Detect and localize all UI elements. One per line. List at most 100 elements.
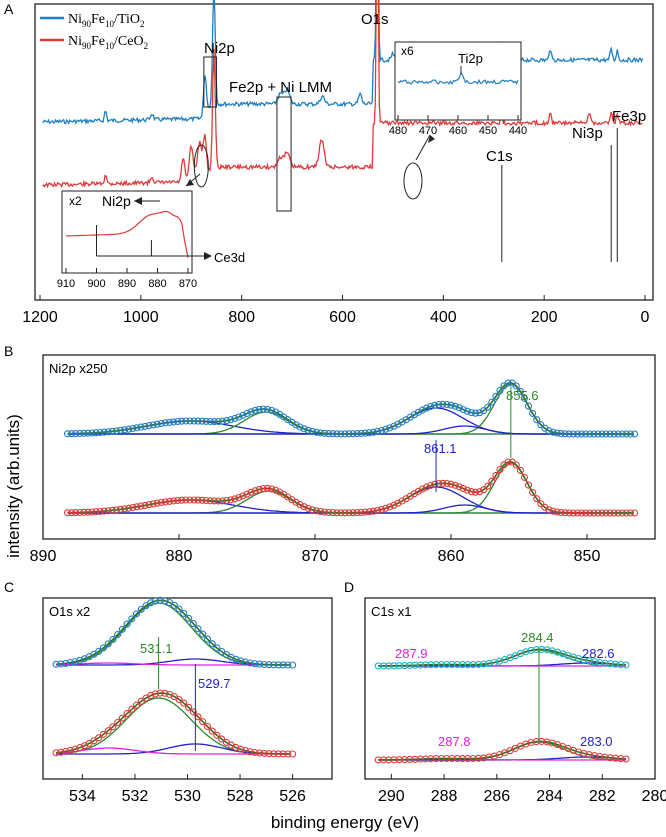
data-point	[213, 644, 221, 652]
x-tick-label: 288	[431, 788, 458, 805]
data-point	[369, 428, 378, 436]
data-point	[274, 750, 282, 758]
data-point	[414, 487, 422, 495]
data-point	[157, 419, 165, 428]
data-point	[614, 509, 622, 517]
data-point	[427, 755, 435, 763]
data-point	[296, 423, 304, 431]
panel-label-a: A	[4, 1, 14, 17]
data-point	[561, 509, 569, 517]
data-point	[251, 660, 259, 668]
data-point	[128, 705, 136, 713]
fit-component	[56, 658, 290, 666]
data-point	[484, 482, 492, 490]
data-point	[569, 430, 577, 438]
data-point	[532, 738, 540, 746]
data-point	[218, 735, 226, 743]
data-point	[471, 488, 480, 496]
data-point	[194, 417, 202, 425]
inset-ni2p-peak: Ni2p	[102, 193, 131, 209]
data-point	[147, 599, 155, 607]
data-point	[385, 662, 393, 670]
data-point	[379, 756, 388, 764]
data-point	[308, 506, 316, 514]
data-point	[427, 402, 435, 411]
x-tick-label: 870	[179, 278, 197, 290]
fit-component	[56, 662, 290, 666]
data-point	[422, 661, 430, 669]
data-point	[586, 430, 594, 438]
data-point	[71, 745, 79, 753]
data-point	[480, 486, 488, 494]
label-o1s: O1s	[361, 11, 389, 28]
o1s-fits	[52, 596, 297, 758]
data-point	[573, 509, 582, 517]
data-point	[614, 430, 622, 438]
arrow-ni2p-head	[186, 179, 194, 186]
data-point	[170, 418, 178, 426]
data-point	[246, 659, 254, 667]
data-point	[464, 755, 472, 763]
data-point	[606, 509, 614, 517]
data-point	[246, 748, 254, 756]
data-point	[492, 471, 500, 479]
data-point	[545, 427, 553, 435]
data-point	[447, 401, 455, 409]
data-point	[527, 738, 535, 747]
data-point	[63, 509, 72, 517]
x-tick-label: 440	[509, 125, 527, 137]
data-point	[96, 507, 104, 516]
data-point	[578, 430, 586, 438]
data-point	[104, 640, 112, 648]
fit-component	[56, 747, 290, 755]
data-point	[549, 507, 557, 515]
data-point	[492, 392, 500, 400]
data-point	[626, 509, 635, 517]
data-point	[529, 488, 537, 496]
data-point	[538, 737, 546, 745]
data-point	[617, 755, 625, 763]
fit-envelope	[56, 692, 290, 755]
data-point	[602, 509, 610, 517]
x-tick-label: 282	[589, 788, 616, 805]
data-point	[435, 400, 443, 409]
box-fe2p	[276, 96, 292, 212]
data-point	[320, 508, 329, 516]
data-point	[118, 714, 126, 722]
data-point	[170, 601, 178, 609]
data-point	[137, 423, 145, 431]
data-point	[267, 485, 276, 493]
data-point	[394, 420, 402, 428]
data-point	[411, 755, 419, 763]
data-point	[52, 660, 60, 668]
data-point	[416, 661, 424, 669]
data-point	[516, 466, 524, 474]
data-point	[251, 748, 259, 757]
data-point	[416, 755, 424, 763]
data-point	[243, 409, 251, 418]
data-point	[243, 490, 251, 498]
data-point	[95, 734, 103, 742]
data-point	[175, 605, 183, 613]
x-tick-label: 286	[483, 788, 510, 805]
data-point	[545, 506, 553, 514]
data-point	[100, 428, 108, 436]
arrow-ti2p	[415, 134, 431, 161]
data-point	[561, 430, 569, 438]
data-point	[100, 507, 108, 515]
fit-component	[56, 743, 290, 755]
data-point	[308, 427, 316, 435]
data-point	[112, 427, 120, 435]
data-point	[213, 731, 221, 739]
peak-label-282-6: 282.6	[582, 646, 615, 661]
data-point	[469, 754, 477, 763]
x-tick-label: 0	[641, 309, 650, 326]
data-point	[289, 750, 297, 758]
legend-label-tio2: Ni90Fe10/TiO2	[68, 12, 144, 29]
data-point	[427, 661, 435, 669]
data-point	[68, 509, 76, 517]
data-point	[451, 402, 459, 410]
data-point	[329, 430, 337, 438]
data-point	[198, 417, 206, 425]
